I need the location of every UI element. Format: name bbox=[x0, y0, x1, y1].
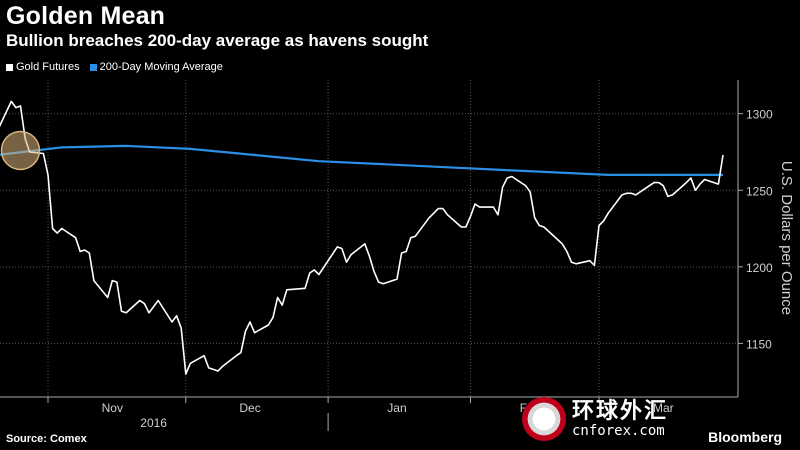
annotation-layer bbox=[0, 130, 41, 171]
legend-swatch-gold bbox=[6, 63, 13, 71]
watermark-url: cnforex.com bbox=[572, 423, 665, 439]
legend-swatch-ma bbox=[89, 63, 97, 71]
legend-item-gold: Gold Futures bbox=[6, 61, 80, 73]
legend: Gold Futures 200-Day Moving Average bbox=[6, 61, 223, 73]
watermark: 环球外汇 cnforex.com bbox=[522, 397, 668, 441]
grid bbox=[0, 80, 738, 397]
legend-label-gold: Gold Futures bbox=[16, 61, 80, 73]
highlight-circle bbox=[0, 130, 41, 171]
watermark-chinese: 环球外汇 bbox=[572, 398, 669, 423]
series-line-moving-average bbox=[0, 144, 723, 176]
year-label: 2016 bbox=[140, 416, 167, 430]
series-line-gold-futures bbox=[0, 100, 724, 375]
x-tick-label: Dec bbox=[239, 401, 260, 415]
legend-item-ma: 200-Day Moving Average bbox=[89, 61, 223, 73]
cnforex-logo-icon bbox=[522, 397, 566, 441]
series-layer bbox=[0, 100, 724, 375]
chart-title: Golden Mean bbox=[6, 2, 166, 30]
y-tick-label: 1300 bbox=[746, 108, 773, 122]
legend-label-ma: 200-Day Moving Average bbox=[99, 61, 223, 73]
x-tick-label: Mar bbox=[653, 401, 674, 415]
chart-subtitle: Bullion breaches 200-day average as have… bbox=[6, 31, 429, 50]
y-tick-label: 1150 bbox=[746, 337, 772, 351]
y-tick-label: 1200 bbox=[746, 261, 773, 275]
axes: 1150120012501300NovDecJanFebMar20162017 bbox=[0, 80, 773, 431]
source-note: Source: Comex bbox=[6, 433, 87, 445]
y-tick-label: 1250 bbox=[746, 184, 773, 198]
x-tick-label: Nov bbox=[102, 401, 123, 415]
x-tick-label: Jan bbox=[387, 401, 406, 415]
y-axis-label: U.S. Dollars per Ounce bbox=[778, 161, 795, 315]
brand-logo: Bloomberg bbox=[708, 429, 782, 445]
